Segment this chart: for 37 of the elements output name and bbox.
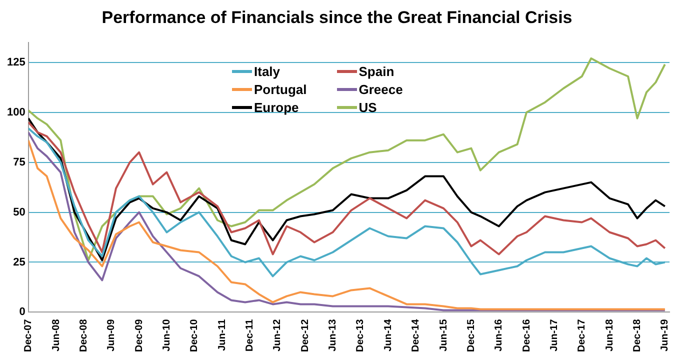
x-tick-label: Jun-19	[660, 318, 671, 352]
x-tick-label: Dec-12	[300, 318, 311, 352]
x-tick-label: Jun-09	[106, 318, 118, 352]
legend-label: US	[358, 100, 377, 115]
chart-title: Performance of Financials since the Great Financial Crisis	[102, 8, 572, 27]
x-tick-label: Dec-13	[355, 318, 366, 352]
legend-label: Greece	[358, 82, 403, 97]
x-tick-label: Jun-15	[438, 318, 450, 352]
y-tick-label: 100	[6, 106, 26, 118]
x-tick-label: Jun-13	[328, 318, 339, 352]
x-tick-label: Jun-17	[548, 318, 560, 352]
x-tick-label: Dec-09	[134, 318, 145, 352]
x-tick-label: Jun-14	[382, 318, 394, 352]
legend-label: Portugal	[254, 82, 307, 97]
legend-label: Europe	[254, 100, 299, 115]
x-tick-label: Jun-11	[216, 318, 228, 351]
x-tick-label: Dec-16	[521, 318, 532, 352]
x-tick-label: Jun-10	[161, 318, 172, 352]
x-tick-label: Jun-12	[272, 318, 284, 352]
y-tick-label: 25	[13, 256, 26, 268]
x-tick-label: Dec-15	[466, 318, 477, 352]
x-tick-label: Jun-08	[50, 318, 62, 352]
x-tick-label: Jun-16	[494, 318, 505, 352]
x-tick-label: Dec-11	[244, 318, 256, 352]
legend-label: Italy	[254, 64, 280, 79]
legend-label: Spain	[358, 64, 394, 79]
x-tick-label: Dec-10	[189, 318, 200, 352]
y-tick-label: 0	[19, 306, 26, 318]
x-tick-label: Dec-08	[78, 318, 90, 352]
y-tick-label: 125	[6, 56, 26, 68]
x-tick-label: Dec-07	[23, 318, 34, 352]
x-tick-label: Dec-18	[632, 318, 643, 352]
x-tick-label: Dec-14	[410, 318, 422, 352]
x-tick-label: Dec-17	[576, 318, 588, 352]
y-tick-label: 75	[13, 156, 26, 168]
x-tick-label: Jun-18	[604, 318, 616, 352]
y-tick-label: 50	[13, 206, 26, 218]
